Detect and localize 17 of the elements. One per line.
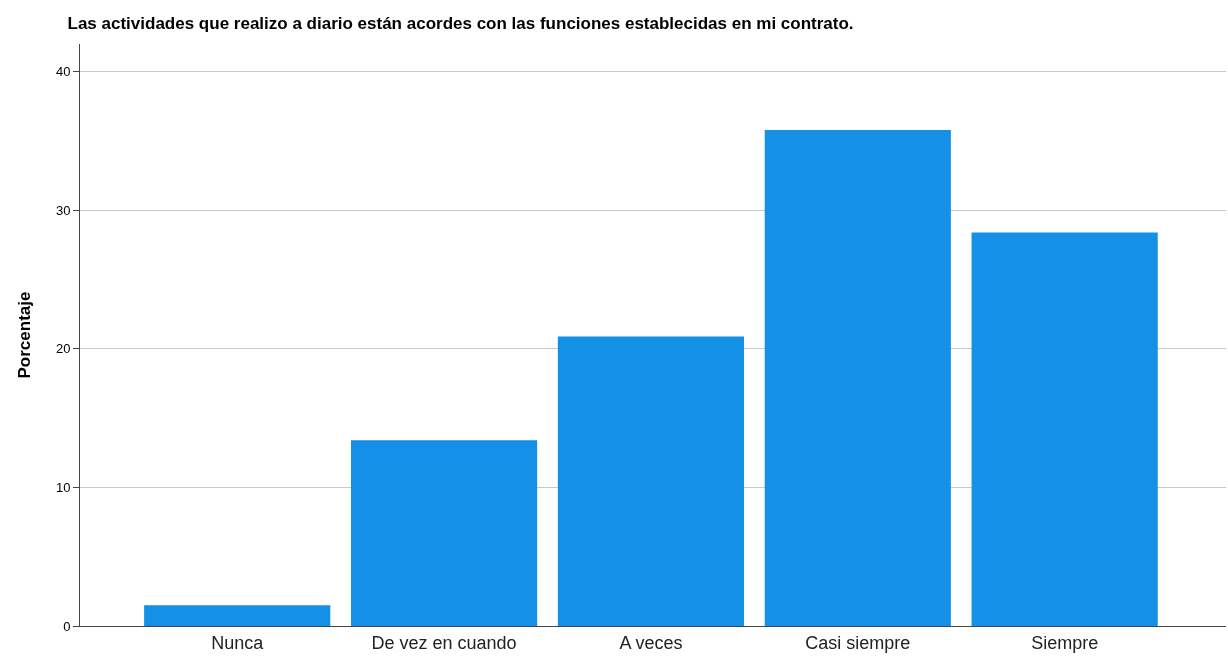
- x-tick-label: Siempre: [1031, 632, 1099, 653]
- bar: [350, 440, 538, 626]
- y-tick-label: 30: [55, 202, 71, 218]
- bar: [971, 232, 1158, 626]
- y-tick-label: 10: [55, 479, 71, 495]
- x-tick-label: Nunca: [211, 632, 265, 653]
- y-axis-title: Porcentaje: [15, 291, 35, 379]
- x-tick-label: A veces: [619, 632, 683, 653]
- bar: [557, 336, 745, 626]
- chart-title: Las actividades que realizo a diario están acordes con las funciones establecidas en mi contrato.: [67, 13, 854, 33]
- x-tick-label: De vez en cuando: [371, 632, 517, 653]
- bar: [764, 129, 951, 626]
- y-tick-label: 0: [63, 618, 71, 634]
- bar: [144, 605, 331, 626]
- y-tick-label: 20: [55, 341, 71, 357]
- x-tick-label: Casi siempre: [805, 632, 911, 653]
- y-tick-label: 40: [55, 64, 71, 80]
